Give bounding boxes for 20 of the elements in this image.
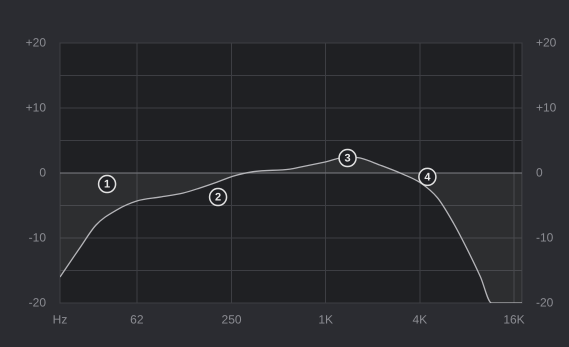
- x-tick-label: 1K: [318, 312, 334, 327]
- x-tick-label: 250: [222, 312, 242, 327]
- y-tick-label: +20: [26, 35, 46, 50]
- y2-tick-label: +20: [536, 35, 557, 50]
- y-tick-label: +10: [26, 100, 46, 114]
- x-tick-label: 4K: [412, 312, 428, 327]
- annotation: 4: [424, 171, 432, 184]
- x-tick-label: 16K: [503, 312, 525, 327]
- y-tick-label: 0: [39, 165, 46, 180]
- x-tick-label: 62: [130, 312, 144, 327]
- annotation: 3: [344, 152, 351, 165]
- y2-tick-label: +10: [536, 100, 557, 114]
- x-tick-label: Hz: [52, 312, 68, 327]
- y2-tick-label: -10: [536, 230, 554, 244]
- y2-tick-label: -20: [536, 295, 554, 310]
- y2-tick-label: 0: [536, 165, 543, 180]
- y-tick-label: -20: [28, 295, 46, 310]
- annotation: 2: [215, 192, 222, 204]
- y-tick-label: -10: [28, 230, 46, 244]
- annotation: 1: [104, 178, 110, 191]
